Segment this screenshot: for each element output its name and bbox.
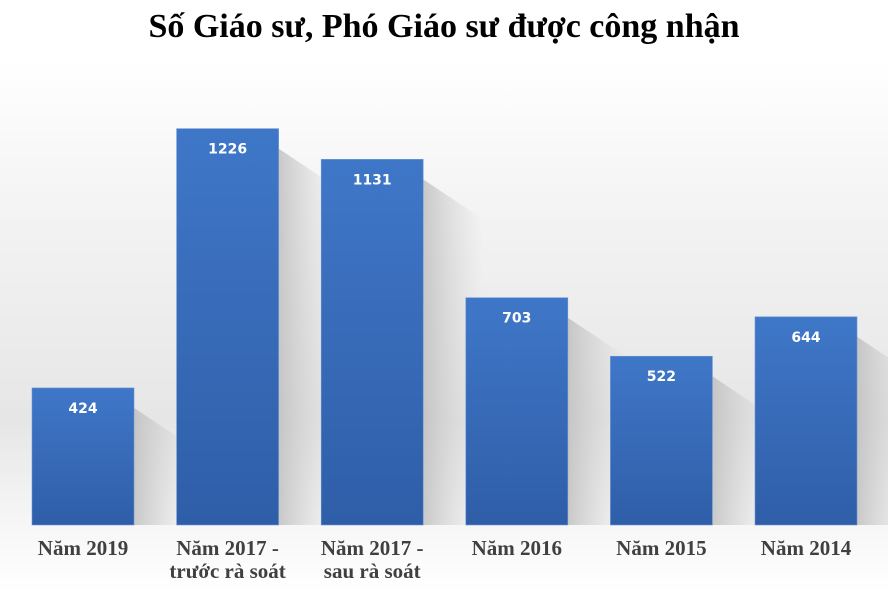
data-label: 1131 xyxy=(353,172,392,188)
category-label: Năm 2016 xyxy=(437,537,597,560)
data-label: 644 xyxy=(791,330,820,346)
category-label-line: Năm 2017 - xyxy=(176,536,279,560)
data-label: 522 xyxy=(647,369,676,385)
chart-title: Số Giáo sư, Phó Giáo sư được công nhận xyxy=(148,8,740,45)
bar-1 xyxy=(176,128,279,526)
bar-0 xyxy=(31,387,135,526)
data-label: 1226 xyxy=(208,142,247,158)
category-label-line: sau rà soát xyxy=(323,559,421,583)
category-label-line: trước rà soát xyxy=(169,559,286,583)
bar-4 xyxy=(610,355,713,526)
category-label: Năm 2017 - trước rà soát xyxy=(148,537,308,583)
data-label: 703 xyxy=(502,311,531,327)
category-label-line: Năm 2014 xyxy=(760,536,852,560)
category-label-line: Năm 2016 xyxy=(471,536,562,560)
category-label: Năm 2015 xyxy=(581,537,741,560)
bar-3 xyxy=(465,297,569,526)
category-label-line: Năm 2017 - xyxy=(320,536,424,560)
data-label: 424 xyxy=(68,401,97,417)
bar-2 xyxy=(320,159,424,526)
category-label: Năm 2014 xyxy=(726,537,886,560)
category-label: Năm 2019 xyxy=(3,537,163,560)
category-label-line: Năm 2015 xyxy=(616,536,707,560)
bar-5 xyxy=(754,316,858,526)
bar-shadow xyxy=(857,336,888,525)
category-label: Năm 2017 - sau rà soát xyxy=(292,537,452,583)
category-label-line: Năm 2019 xyxy=(37,536,129,560)
